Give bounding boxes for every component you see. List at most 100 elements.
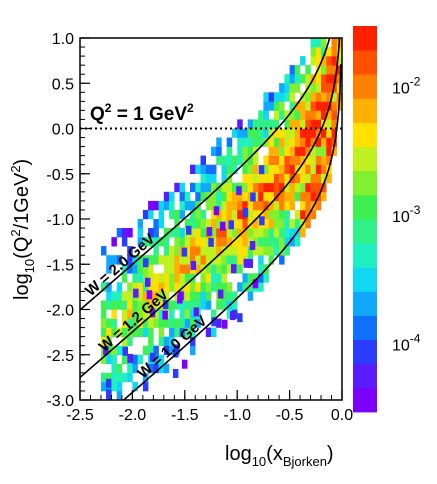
heatmap-cell (273, 128, 280, 138)
heatmap-cell (273, 182, 280, 193)
heatmap-cell (221, 164, 227, 174)
x-tick-label: -2.5 (66, 407, 94, 424)
heatmap-cell (111, 309, 117, 319)
heatmap-cell (263, 273, 269, 283)
heatmap-cell (263, 182, 269, 193)
heatmap-cell (300, 200, 306, 211)
heatmap-cell (177, 294, 183, 304)
heatmap-cell (163, 246, 170, 256)
heatmap-cell (252, 200, 259, 211)
heatmap-cell (284, 219, 290, 229)
heatmap-cell (294, 191, 301, 202)
heatmap-cell (195, 237, 201, 247)
heatmap-cell (263, 155, 269, 165)
heatmap-cell (153, 237, 159, 247)
heatmap-cell (284, 237, 290, 247)
colorbar-swatch (353, 26, 377, 51)
heatmap-cell (273, 146, 280, 156)
heatmap-cell (195, 209, 201, 220)
x-tick-label: -1.0 (223, 407, 251, 424)
heatmap-cell (221, 200, 227, 211)
heatmap-cell (279, 164, 285, 174)
heatmap-cell (315, 146, 322, 156)
heatmap-cell (148, 336, 154, 346)
heatmap-cell (162, 310, 168, 320)
heatmap-cell (331, 65, 337, 75)
heatmap-cell (137, 237, 144, 247)
heatmap-cell (221, 228, 227, 238)
heatmap-cell (252, 219, 259, 229)
heatmap-cell (153, 354, 159, 365)
heatmap-cell (127, 264, 133, 274)
heatmap-cell (174, 282, 180, 292)
heatmap-cell (200, 228, 206, 238)
heatmap-cell (158, 354, 165, 365)
heatmap-cell (258, 191, 264, 202)
heatmap-cell (111, 291, 117, 301)
heatmap-cell (200, 219, 206, 229)
colorbar-swatch (353, 50, 377, 75)
heatmap-cell (252, 137, 259, 147)
heatmap-cell (216, 264, 222, 274)
heatmap-cell (247, 291, 254, 301)
heatmap-cell (273, 110, 280, 120)
heatmap-cell (279, 228, 285, 238)
heatmap-cell (179, 273, 186, 283)
heatmap-cell (111, 381, 117, 392)
heatmap-cell (221, 264, 227, 274)
heatmap-cell (169, 228, 175, 238)
heatmap-cell (121, 300, 128, 310)
heatmap-cell (226, 200, 233, 211)
heatmap-cell (216, 255, 222, 265)
heatmap-cell (216, 155, 222, 165)
heatmap-cell (158, 255, 165, 265)
heatmap-cell (213, 206, 220, 216)
heatmap-cell (232, 164, 238, 174)
heatmap-cell (237, 313, 243, 323)
heatmap-cell (158, 237, 165, 247)
heatmap-cell (179, 264, 186, 274)
heatmap-cell (163, 264, 170, 274)
heatmap-cell (220, 221, 226, 231)
heatmap-cell (226, 309, 233, 319)
heatmap-cell (310, 191, 317, 202)
heatmap-cell (200, 300, 206, 310)
heatmap-cell (326, 128, 332, 138)
heatmap-cell (284, 164, 290, 174)
heatmap-cell (279, 173, 285, 184)
heatmap-cell (315, 74, 322, 84)
y-tick-label: -1.5 (46, 257, 74, 274)
heatmap-cell (268, 137, 275, 147)
heatmap-cell (121, 237, 128, 247)
heatmap-cell (153, 309, 159, 319)
heatmap-cell (321, 65, 327, 75)
heatmap-cell (217, 289, 224, 299)
heatmap-cell (252, 119, 259, 129)
heatmap-cell (252, 246, 259, 256)
heatmap-cell (294, 182, 301, 193)
heatmap-cell (153, 255, 159, 265)
heatmap-cell (252, 228, 259, 238)
heatmap-cell (184, 282, 191, 292)
heatmap-cell (158, 273, 165, 283)
heatmap-cell (268, 92, 275, 102)
heatmap-cell (268, 228, 275, 238)
heatmap-cell (205, 246, 212, 256)
heatmap-cell (162, 300, 169, 309)
heatmap-cell (222, 319, 228, 329)
heatmap-cell (242, 219, 248, 229)
heatmap-cell (174, 182, 180, 193)
heatmap-cell (211, 282, 217, 292)
y-tick-label: 0.5 (52, 76, 74, 93)
heatmap-cell (273, 155, 280, 165)
heatmap-cell (300, 191, 306, 202)
heatmap-cell (132, 273, 138, 283)
heatmap-cell (158, 300, 165, 310)
heatmap-cell (326, 110, 332, 120)
heatmap-cell (216, 237, 222, 247)
heatmap-cell (163, 228, 170, 238)
heatmap-cell (226, 246, 233, 256)
heatmap-cell (195, 191, 201, 202)
heatmap-cell (310, 83, 317, 93)
heatmap-cell (310, 110, 317, 120)
